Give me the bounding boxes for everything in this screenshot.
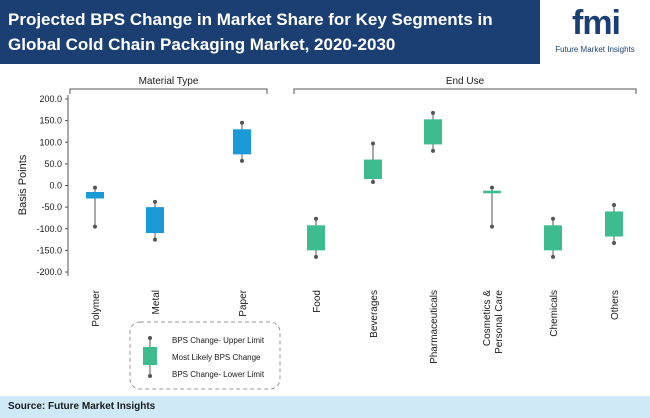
x-label-pharmaceuticals: Pharmaceuticals xyxy=(429,290,440,364)
group-label-end-use: End Use xyxy=(446,76,485,87)
x-label-cosmetics-personal-care: Cosmetics &Personal Care xyxy=(482,290,505,354)
box-food xyxy=(307,225,325,251)
legend-lower-label: BPS Change- Lower Limit xyxy=(172,370,265,379)
group-bracket-material-type xyxy=(69,88,268,94)
upper-limit-chemicals xyxy=(551,216,555,221)
lower-limit-others xyxy=(612,241,616,246)
x-label-beverages: Beverages xyxy=(369,290,380,338)
box-metal xyxy=(146,207,164,234)
lower-limit-polymer xyxy=(93,224,97,229)
box-pharmaceuticals xyxy=(424,119,442,145)
y-tick-label: -200.0 xyxy=(36,267,62,277)
source-note: Source: Future Market Insights xyxy=(8,401,156,412)
logo-letters: fmi xyxy=(572,4,621,42)
lower-limit-beverages xyxy=(371,180,375,185)
y-tick-label: 150.0 xyxy=(39,116,62,126)
x-label-polymer: Polymer xyxy=(91,289,102,326)
box-plot-chart: Basis Points 200.0 150.0 100.0 50.0 0.0 -50.0… xyxy=(17,76,637,390)
legend-box-swatch xyxy=(143,347,157,365)
upper-limit-beverages xyxy=(371,141,375,146)
lower-limit-food xyxy=(314,254,318,259)
upper-limit-cosmetics-personal-care xyxy=(490,185,494,190)
upper-limit-pharmaceuticals xyxy=(431,110,435,115)
lower-limit-chemicals xyxy=(551,254,555,259)
x-axis-labels: Polymer Metal Paper Food Beverages Pharmaceut… xyxy=(91,289,621,364)
y-tick-label: 100.0 xyxy=(39,137,62,147)
x-label-others: Others xyxy=(610,290,621,320)
category-groups: Material Type End Use xyxy=(69,76,637,94)
x-label-food: Food xyxy=(312,290,323,313)
logo-text: Future Market Insights xyxy=(555,45,635,54)
y-tick-label: -150.0 xyxy=(36,245,62,255)
lower-limit-metal xyxy=(153,237,157,242)
x-label-metal: Metal xyxy=(151,290,162,314)
group-bracket-end-use xyxy=(293,88,637,94)
header-bar: Projected BPS Change in Market Share for… xyxy=(0,0,650,64)
box-others xyxy=(605,211,623,237)
y-tick-label: -50.0 xyxy=(41,202,62,212)
x-label-paper: Paper xyxy=(238,289,249,316)
upper-limit-polymer xyxy=(93,185,97,190)
y-tick-label: 200.0 xyxy=(39,94,62,104)
upper-limit-others xyxy=(612,202,616,207)
plot-area xyxy=(86,110,623,259)
y-tick-label: -100.0 xyxy=(36,224,62,234)
box-chemicals xyxy=(544,225,562,251)
legend-frame xyxy=(129,321,281,390)
y-axis-label: Basis Points xyxy=(17,154,29,215)
footer-bar: Source: Future Market Insights xyxy=(0,396,650,418)
box-cosmetics-personal-care xyxy=(483,190,501,194)
chart-title: Projected BPS Change in Market Share for… xyxy=(8,10,493,54)
legend-likely-label: Most Likely BPS Change xyxy=(172,353,261,362)
upper-limit-paper xyxy=(240,120,244,125)
lower-limit-cosmetics-personal-care xyxy=(490,224,494,229)
lower-limit-paper xyxy=(240,158,244,163)
y-tick-label: 0.0 xyxy=(49,181,62,191)
group-label-material-type: Material Type xyxy=(139,76,199,87)
box-paper xyxy=(233,129,251,155)
legend: BPS Change- Upper Limit Most Likely BPS … xyxy=(129,321,281,390)
box-beverages xyxy=(364,159,382,180)
legend-lower-marker xyxy=(148,374,152,378)
legend-upper-marker xyxy=(148,336,152,340)
y-tick-label: 50.0 xyxy=(44,159,62,169)
x-label-chemicals: Chemicals xyxy=(549,290,560,337)
lower-limit-pharmaceuticals xyxy=(431,148,435,153)
box-polymer xyxy=(86,191,104,199)
upper-limit-metal xyxy=(153,199,157,204)
legend-upper-label: BPS Change- Upper Limit xyxy=(172,336,265,345)
y-axis: 200.0 150.0 100.0 50.0 0.0 -50.0 -100.0 -150.0 -… xyxy=(36,94,69,277)
upper-limit-food xyxy=(314,216,318,221)
company-logo: fmi Future Market Insights xyxy=(540,0,650,64)
